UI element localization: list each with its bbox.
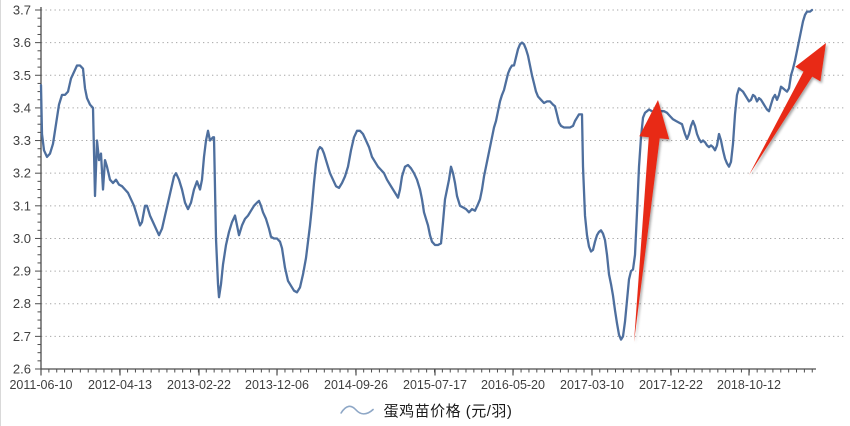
legend-line-icon (339, 405, 374, 415)
price-line-series (39, 8, 814, 341)
legend[interactable]: 蛋鸡苗价格 (元/羽) (339, 400, 513, 421)
up-trend-arrow-2019 (749, 43, 826, 175)
y-gridlines (41, 9, 844, 337)
x-axis-tick-label: 2015-07-17 (403, 378, 467, 392)
up-trend-arrow-2017 (634, 100, 670, 342)
y-axis-tick-label: 3.6 (13, 35, 31, 50)
x-axis-tick-label: 2017-03-10 (560, 378, 624, 392)
y-axis-tick-label: 2.6 (13, 362, 31, 377)
y-axis-tick-label: 2.7 (13, 329, 31, 344)
y-axis-tick-label: 3.5 (13, 68, 31, 83)
x-axis-tick-label: 2016-05-20 (481, 378, 545, 392)
y-axis-ticks (35, 9, 41, 370)
y-axis-tick-label: 3.2 (13, 166, 31, 181)
x-axis-tick-label: 2013-02-22 (167, 378, 231, 392)
x-axis-tick-label: 2011-06-10 (9, 378, 72, 392)
axes (40, 7, 816, 370)
y-axis-tick-label: 3.4 (13, 100, 31, 115)
x-axis-tick-label: 2012-04-13 (88, 378, 152, 392)
x-axis-tick-label: 2017-12-22 (639, 378, 703, 392)
y-axis-tick-label: 2.9 (13, 264, 31, 279)
x-axis-labels: 2011-06-10 2012-04-13 2013-02-22 2013-12-06… (9, 378, 781, 392)
x-axis-tick-label: 2018-10-12 (717, 378, 781, 392)
x-axis-tick-label: 2014-09-26 (324, 378, 388, 392)
x-axis-tick-label: 2013-12-06 (245, 378, 309, 392)
y-axis-tick-label: 2.8 (13, 296, 31, 311)
x-axis-ticks (40, 369, 813, 376)
y-axis-tick-label: 3.0 (13, 231, 31, 246)
y-axis-tick-label: 3.7 (13, 3, 31, 18)
legend-label: 蛋鸡苗价格 (元/羽) (383, 403, 513, 420)
y-axis-labels: 3.7 3.6 3.5 3.4 3.3 3.2 3.1 3.0 2.9 2.8 2.7 2.6 (13, 3, 31, 377)
y-axis-tick-label: 3.3 (13, 133, 31, 148)
y-axis-tick-label: 3.1 (13, 198, 31, 213)
